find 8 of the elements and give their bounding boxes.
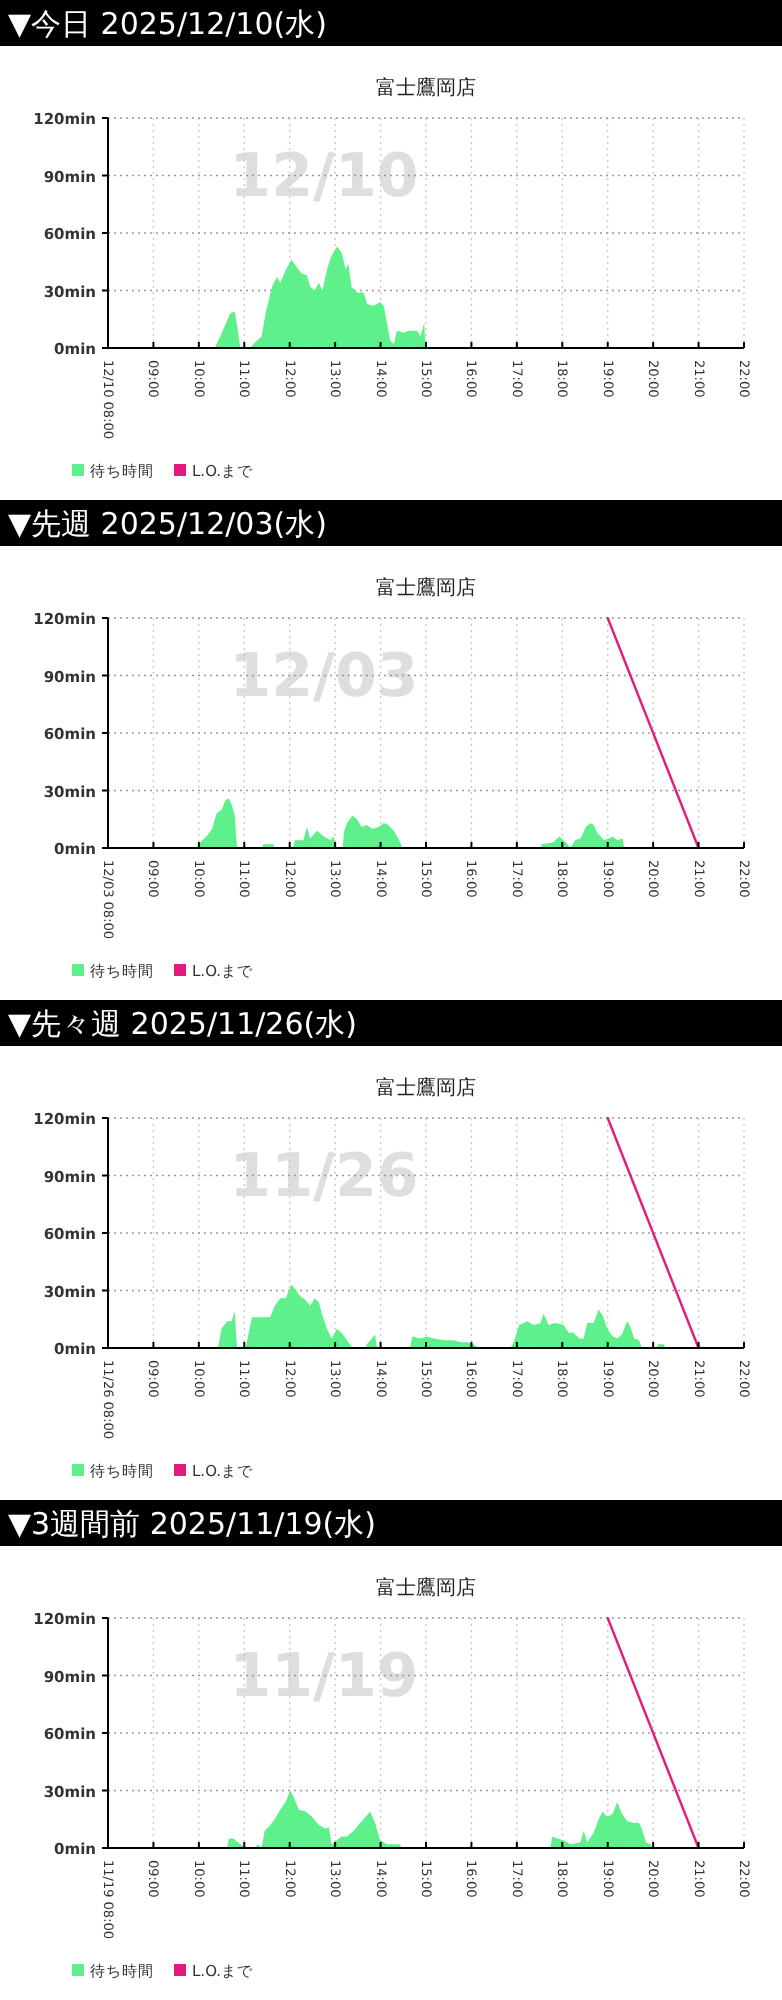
chart-subtitle: 富士鷹岡店 (376, 576, 476, 600)
chart-subtitle: 富士鷹岡店 (376, 76, 476, 100)
chart-title: ▼先々週 2025/11/26(水) (8, 1006, 357, 1042)
chart-title: ▼先週 2025/12/03(水) (8, 506, 327, 542)
chart-title: ▼3週間前 2025/11/19(水) (8, 1506, 377, 1542)
chart-subtitle: 富士鷹岡店 (376, 1576, 476, 1600)
chart-title: ▼今日 2025/12/10(水) (8, 6, 327, 42)
chart-subtitle: 富士鷹岡店 (376, 1076, 476, 1100)
